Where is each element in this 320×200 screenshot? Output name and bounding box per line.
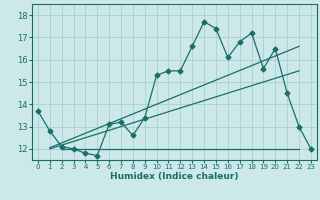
X-axis label: Humidex (Indice chaleur): Humidex (Indice chaleur) bbox=[110, 172, 239, 181]
